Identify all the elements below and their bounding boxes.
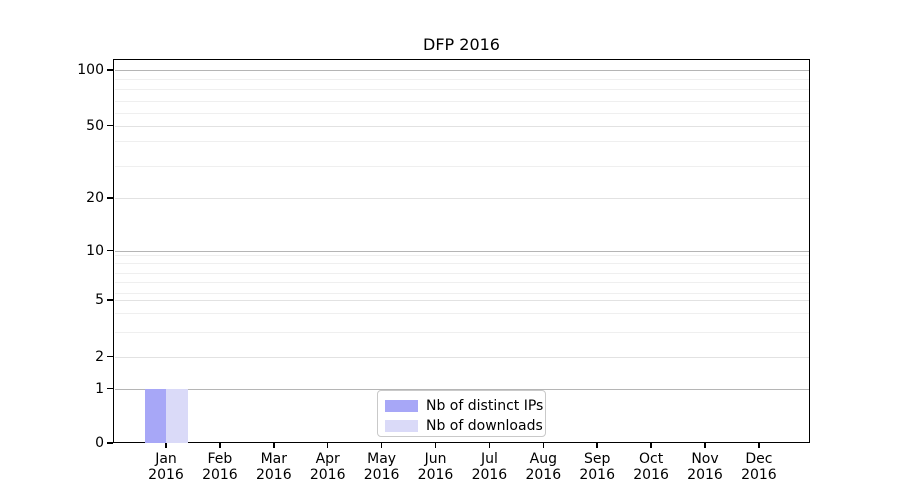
x-tick-mark	[596, 443, 598, 448]
y-tick-mark	[107, 124, 113, 127]
x-tick-year: 2016	[579, 467, 615, 483]
plot-area	[113, 59, 810, 443]
legend-entry: Nb of distinct IPs	[378, 396, 545, 416]
y-tick-mark	[107, 355, 113, 358]
legend-swatch	[385, 400, 418, 412]
x-tick-mark	[542, 443, 545, 448]
y-tick-label: 100	[77, 62, 104, 78]
x-tick-mark	[273, 443, 275, 448]
y-tick-label: 5	[95, 292, 104, 308]
x-tick-label: Jul 2016	[457, 451, 521, 483]
x-tick-month: Jul	[480, 451, 498, 467]
sub-major-gridline	[115, 300, 809, 301]
bar-distinct-ips	[144, 388, 166, 443]
bar-downloads	[166, 388, 188, 443]
chart-title: DFP 2016	[423, 35, 500, 54]
x-tick-month: Mar	[260, 451, 287, 467]
minor-gridline	[115, 166, 809, 167]
x-tick-label: Apr 2016	[296, 451, 360, 483]
y-tick-mark	[107, 197, 113, 199]
minor-gridline	[115, 332, 809, 333]
x-tick-month: Nov	[691, 451, 719, 467]
x-tick-label: Sep 2016	[565, 451, 629, 483]
x-tick-mark	[488, 443, 491, 448]
x-tick-mark	[165, 443, 167, 448]
minor-gridline	[115, 273, 809, 274]
x-tick-year: 2016	[202, 467, 238, 483]
y-tick-label: 1	[95, 380, 104, 397]
x-tick-year: 2016	[687, 467, 723, 483]
x-tick-mark	[704, 443, 706, 448]
x-tick-label: May 2016	[350, 451, 414, 483]
legend: Nb of distinct IPs Nb of downloads	[377, 390, 546, 437]
legend-label: Nb of distinct IPs	[426, 398, 544, 414]
x-tick-year: 2016	[309, 467, 346, 483]
x-tick-label: Feb 2016	[188, 451, 252, 483]
x-tick-month: Jun	[424, 451, 447, 467]
x-tick-label: Aug 2016	[511, 451, 575, 483]
x-tick-month: May	[367, 451, 397, 467]
x-tick-mark	[380, 443, 383, 448]
minor-gridline	[115, 113, 809, 114]
x-tick-label: Dec 2016	[727, 451, 791, 483]
x-tick-year: 2016	[525, 467, 562, 483]
minor-gridline	[115, 255, 809, 256]
x-tick-year: 2016	[255, 467, 292, 483]
x-tick-month: Jan	[155, 451, 177, 467]
x-tick-year: 2016	[363, 467, 400, 483]
major-gridline	[115, 70, 809, 71]
sub-major-gridline	[115, 356, 809, 358]
sub-major-gridline	[115, 198, 809, 199]
legend-entry: Nb of downloads	[378, 416, 545, 436]
major-gridline	[115, 388, 809, 390]
sub-major-gridline	[115, 125, 809, 127]
x-tick-mark	[326, 443, 329, 448]
legend-swatch	[385, 420, 418, 432]
y-tick-label: 0	[95, 435, 104, 451]
y-tick-label: 50	[86, 117, 104, 134]
y-tick-label: 2	[95, 348, 104, 365]
minor-gridline	[115, 89, 809, 90]
y-tick-mark	[107, 442, 113, 444]
major-gridline	[115, 250, 809, 252]
x-tick-label: Oct 2016	[619, 451, 683, 483]
x-tick-month: Aug	[529, 451, 557, 467]
x-tick-year: 2016	[148, 467, 184, 483]
x-tick-month: Sep	[583, 451, 611, 467]
x-tick-label: Jan 2016	[134, 451, 198, 483]
x-tick-month: Feb	[207, 451, 233, 467]
x-tick-mark	[434, 443, 437, 448]
minor-gridline	[115, 282, 809, 283]
x-tick-year: 2016	[633, 467, 669, 483]
x-tick-month: Dec	[745, 451, 773, 467]
y-tick-label: 10	[86, 242, 104, 259]
minor-gridline	[115, 293, 809, 294]
x-tick-year: 2016	[417, 467, 454, 483]
x-tick-label: Mar 2016	[242, 451, 306, 483]
x-tick-label: Jun 2016	[404, 451, 468, 483]
x-tick-mark	[219, 443, 221, 448]
x-tick-mark	[650, 443, 652, 448]
y-tick-label: 20	[86, 190, 104, 206]
x-tick-label: Nov 2016	[673, 451, 737, 483]
legend-label: Nb of downloads	[426, 418, 543, 434]
minor-gridline	[115, 313, 809, 314]
x-tick-month: Apr	[315, 451, 340, 467]
x-tick-mark	[758, 443, 760, 448]
x-tick-month: Oct	[638, 451, 664, 467]
y-tick-mark	[107, 299, 113, 301]
minor-gridline	[115, 263, 809, 264]
x-tick-year: 2016	[471, 467, 508, 483]
minor-gridline	[115, 79, 809, 80]
y-tick-mark	[107, 387, 113, 390]
y-tick-mark	[107, 249, 113, 252]
minor-gridline	[115, 141, 809, 142]
minor-gridline	[115, 101, 809, 102]
y-tick-mark	[107, 69, 113, 71]
x-tick-year: 2016	[741, 467, 777, 483]
